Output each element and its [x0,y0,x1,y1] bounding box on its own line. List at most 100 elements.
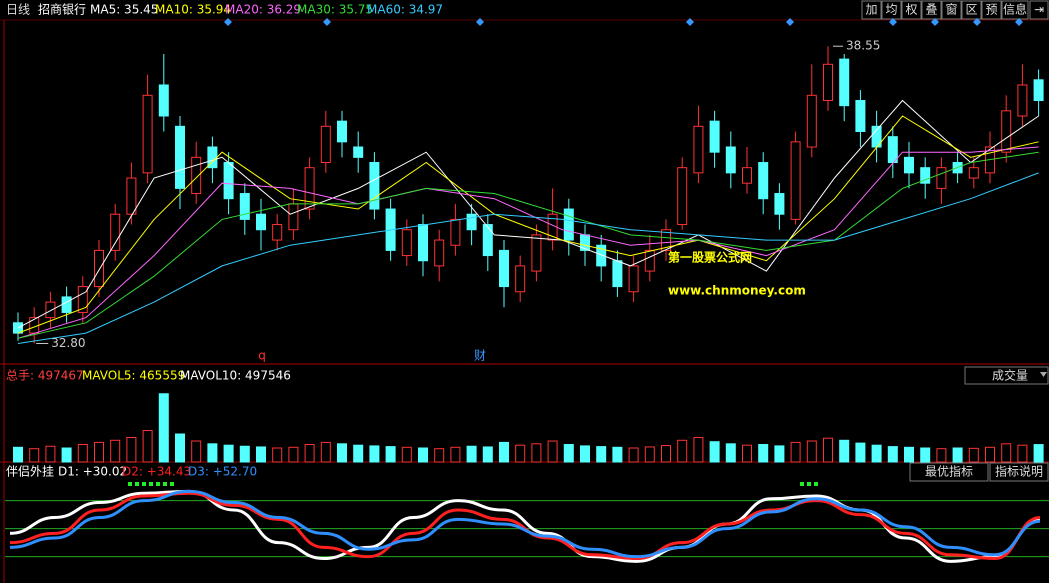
candle-body [628,265,639,293]
candle-body [353,146,364,158]
signal-dot [135,482,139,486]
volume-bar [45,445,56,463]
volume-bar [936,448,947,463]
volume-bar [596,446,607,463]
toolbar-label: 权 [905,3,917,17]
signal-dot [163,482,167,486]
volume-bar [790,441,801,463]
volume-bar [968,447,979,463]
volume-bar [142,430,153,463]
toolbar-label: 信息 [1003,2,1027,17]
candle-body [774,193,785,215]
ma-line [17,115,1039,334]
candle-body [758,162,769,200]
ma-legend: MA5: 35.45 [90,3,158,17]
candle-body [320,125,331,164]
toolbar-label: 窗 [945,3,957,17]
volume-bar [450,446,461,463]
candle-body [239,193,250,220]
volume-bar [823,437,833,463]
candle-body [369,162,380,210]
volume-bar [175,433,185,463]
volume-bar [337,443,347,463]
toolbar-button[interactable] [901,0,922,20]
candle-body [13,322,23,334]
indicator-button[interactable] [909,462,989,482]
candle-body [904,156,914,174]
volume-bar [693,437,704,463]
toolbar-button[interactable] [981,0,1002,20]
toolbar-button[interactable] [941,0,962,20]
volume-bar [239,445,250,463]
indicator-button[interactable] [989,462,1049,482]
toolbar-label: 区 [965,3,977,17]
signal-dot [149,482,153,486]
candle-body [742,167,752,184]
candle-body [45,301,56,319]
volume-bar [563,444,574,463]
candle-body [612,260,623,288]
period: 日线 [6,3,30,17]
volume-bar [612,446,623,463]
toolbar-button[interactable] [961,0,982,20]
candle-body [887,136,898,164]
volume-bar [515,444,526,463]
volume-bar [855,442,866,463]
indicator-legend: D2: +34.43 [122,465,191,479]
indicator-button-label: 指标说明 [995,464,1043,479]
candle-body [823,63,833,101]
candle-body [126,177,137,215]
ma-legend: MA10: 35.94 [155,3,231,17]
toolbar-button[interactable] [861,0,882,20]
ma-legend: MA20: 36.29 [225,3,301,17]
ma-legend: MA60: 34.97 [367,3,443,17]
volume-legend: MAVOL10: 497546 [180,369,291,383]
volume-bar [1033,444,1044,463]
candle-body [790,141,801,220]
volume-legend: MAVOL5: 465559 [82,369,185,383]
candle-body [158,84,169,117]
toolbar-label: 均 [885,3,897,17]
candle-body [175,125,185,189]
volume-bar [839,439,850,463]
toolbar-label: 预 [985,3,997,17]
candle-body [418,224,428,262]
candle-body [482,224,493,257]
volume-bar [77,444,88,463]
event-marker [476,18,484,26]
candle-body [142,94,153,174]
volume-bar [580,445,590,463]
volume-bar [158,393,169,463]
volume-bar [401,446,412,463]
volume-bar [920,447,931,463]
volume-bar [742,444,752,463]
volume-bar [353,444,364,463]
volume-bar [758,444,769,463]
indicator-name: 伴侣外挂 [6,464,54,479]
toolbar-button[interactable] [1001,0,1029,20]
candle-body [272,224,283,241]
event-marker [1015,18,1023,26]
toolbar-button[interactable] [921,0,942,20]
indicator-legend: D1: +30.02 [58,465,127,479]
selector-box[interactable] [964,366,1049,385]
event-marker [224,18,232,26]
selector-arrow [1040,372,1047,377]
volume-bar [661,445,671,463]
candle-body [677,167,688,226]
selector-label: 成交量 [992,368,1028,383]
signal-dot [800,482,804,486]
signal-dot [807,482,811,486]
volume-bar [482,446,493,463]
volume-bar [191,440,202,463]
toolbar-button[interactable] [1029,0,1049,20]
candle-body [466,213,477,231]
volume-bar [806,440,817,463]
volume-bar [1017,444,1028,463]
toolbar-button[interactable] [881,0,902,20]
candle-body [709,120,720,153]
event-label: 财 [474,349,486,363]
volume-bar [94,441,104,463]
volume-bar [320,441,331,463]
